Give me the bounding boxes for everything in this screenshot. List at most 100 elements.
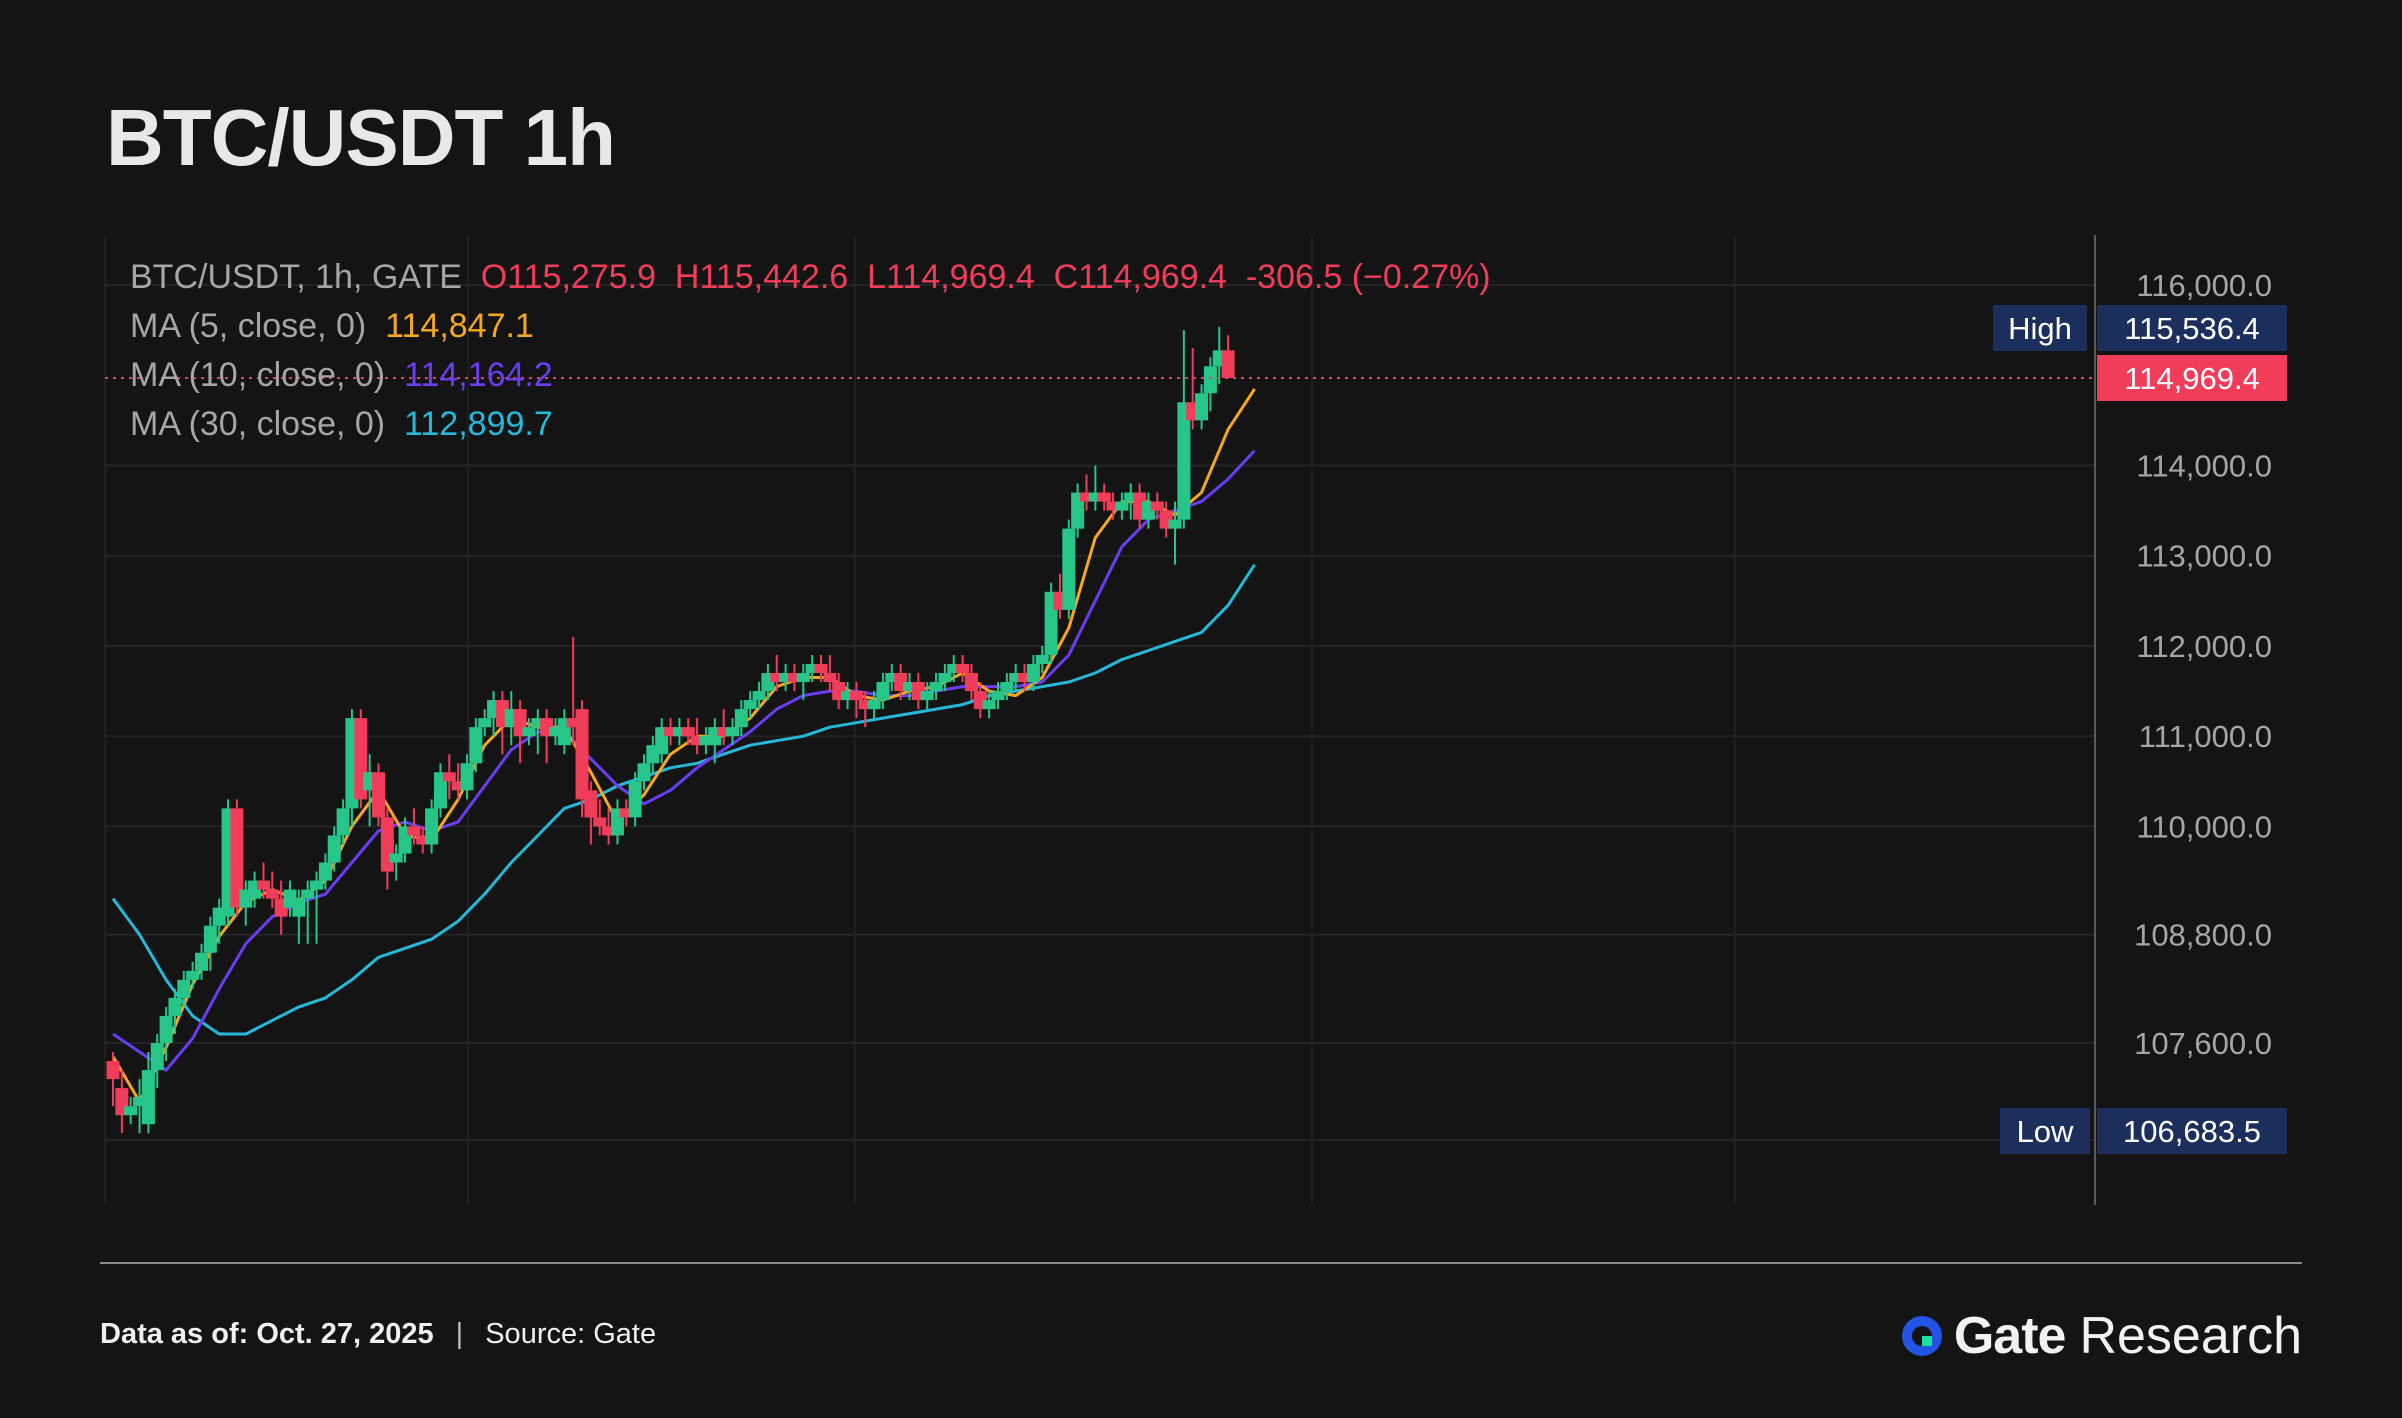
candle-body-up: [938, 673, 952, 683]
footer-separator: |: [455, 1318, 464, 1350]
candle-body-down: [690, 736, 704, 746]
candle-body-down: [681, 727, 695, 737]
candle-body-down: [619, 808, 633, 818]
candle-body-down: [230, 808, 244, 908]
candle-body-up: [867, 700, 881, 710]
candle-body-up: [425, 808, 439, 845]
y-tick-label: 107,600.0: [2134, 1026, 2272, 1061]
gate-logo-icon: [1901, 1316, 1942, 1356]
candle-body-down: [823, 673, 837, 683]
candle-body-down: [770, 673, 784, 683]
candle-body-down: [717, 727, 731, 737]
brand-name: Gate: [1953, 1307, 2067, 1365]
candle-body-up: [947, 664, 961, 674]
candle-body-down: [814, 664, 828, 674]
candle-body-up: [1062, 528, 1076, 610]
legend-ohlc-row: BTC/USDT, 1h, GATE O115,275.9 H115,442.6…: [130, 253, 1491, 302]
price-axis: 116,000.0 114,000.0 113,000.0 112,000.0 111,…: [2134, 268, 2272, 1061]
candle-body-up: [1168, 519, 1182, 529]
candle-body-up: [876, 682, 890, 701]
y-tick-label: 114,000.0: [2136, 448, 2272, 483]
candle-body-up: [1035, 654, 1049, 664]
price-badges: High 115,536.4 114,969.4 Low 106,683.5: [1993, 305, 2287, 1154]
brand-sub: Research: [2079, 1307, 2302, 1365]
candle-body-up: [522, 727, 536, 737]
footer-divider: [100, 1262, 2302, 1264]
candle-body-up: [168, 997, 182, 1016]
candles-layer: [105, 326, 2095, 1134]
candle-body-up: [1124, 492, 1138, 502]
candle-body-up: [310, 880, 324, 890]
candle-body-down: [1106, 501, 1120, 511]
high-label-badge-bg: [1993, 305, 2087, 351]
low-value-badge: 106,683.5: [2123, 1114, 2261, 1149]
candle-body-up: [203, 925, 217, 953]
candle-body-down: [584, 790, 598, 818]
candle-body-down: [442, 772, 456, 782]
candle-body-up: [743, 700, 757, 710]
candle-body-up: [1195, 393, 1209, 421]
y-tick-label: 116,000.0: [2136, 268, 2272, 303]
candle-body-down: [416, 835, 430, 845]
candle-body-down: [664, 727, 678, 737]
candle-body-down: [566, 718, 580, 728]
candle-body-up: [177, 979, 191, 998]
candle-body-up: [133, 1097, 147, 1107]
legend-ma5-row: MA (5, close, 0) 114,847.1: [130, 302, 1491, 351]
candle-body-down: [1018, 673, 1032, 683]
candle-body-up: [186, 970, 200, 980]
candle-body-up: [805, 664, 819, 674]
candle-body-up: [1088, 492, 1102, 502]
y-tick-label: 108,800.0: [2134, 918, 2272, 953]
legend-close: C114,969.4: [1053, 258, 1227, 296]
candle-body-up: [672, 727, 686, 737]
low-label-badge-bg: [2000, 1108, 2090, 1154]
candle-body-up: [1115, 501, 1129, 511]
candle-body-down: [407, 826, 421, 836]
source-value: Gate: [593, 1318, 657, 1350]
legend-ma10-label: MA (10, close, 0): [130, 356, 386, 394]
last-price-badge: 114,969.4: [2124, 361, 2260, 396]
candle-body-up: [478, 718, 492, 728]
ma10-line: [112, 449, 1256, 1072]
candle-body-up: [1203, 366, 1217, 394]
candle-body-down: [451, 781, 465, 791]
chart-legend: BTC/USDT, 1h, GATE O115,275.9 H115,442.6…: [130, 253, 1491, 449]
high-label-badge: High: [2008, 311, 2072, 346]
candle-body-down: [849, 691, 863, 701]
candle-body-up: [195, 952, 208, 971]
candle-body-up: [1009, 673, 1023, 683]
y-tick-label: 111,000.0: [2139, 719, 2272, 754]
candle-body-up: [920, 691, 934, 701]
candle-body-down: [956, 664, 970, 674]
candle-body-up: [637, 763, 651, 782]
candle-body-down: [575, 709, 589, 800]
ma10-layer: [112, 449, 1256, 1072]
candle-body-up: [150, 1043, 164, 1071]
candle-body-up: [469, 727, 483, 764]
candle-body-up: [301, 889, 315, 899]
low-value-badge-bg: [2097, 1108, 2287, 1154]
legend-pair: BTC/USDT, 1h, GATE: [130, 258, 462, 296]
candle-body-up: [726, 727, 739, 737]
candle-body-up: [699, 736, 713, 746]
last-price-badge-bg: [2097, 355, 2287, 401]
candle-body-down: [593, 817, 607, 827]
candle-body-up: [389, 853, 403, 863]
candle-body-down: [1221, 350, 1235, 379]
candle-body-up: [796, 673, 810, 683]
candle-body-up: [336, 808, 350, 836]
candle-body-up: [1000, 682, 1014, 692]
data-as-of-label: Data as of:: [100, 1318, 249, 1350]
candle-body-up: [531, 718, 545, 728]
low-label-badge: Low: [2017, 1114, 2074, 1149]
ma30-line: [111, 563, 1256, 1036]
candle-body-up: [779, 673, 793, 683]
candle-body-up: [292, 898, 306, 917]
candle-body-up: [318, 862, 332, 881]
page-title: BTC/USDT 1h: [106, 93, 616, 182]
candle-body-down: [1150, 501, 1164, 511]
ma30-layer: [111, 563, 1256, 1036]
legend-change: -306.5 (−0.27%): [1245, 258, 1491, 296]
